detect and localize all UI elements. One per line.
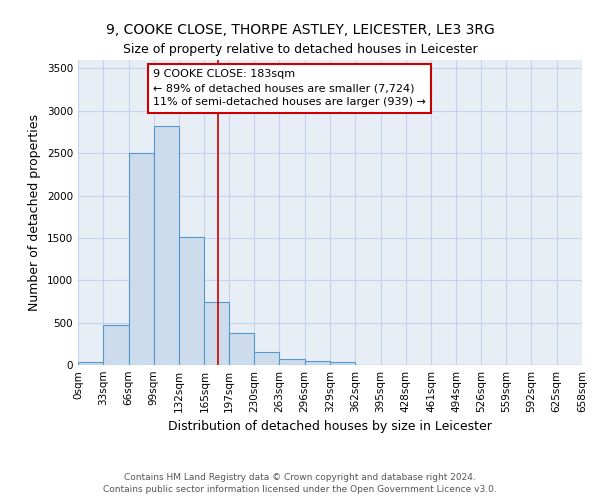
Bar	[78, 362, 103, 365]
Text: Contains public sector information licensed under the Open Government Licence v3: Contains public sector information licen…	[103, 485, 497, 494]
X-axis label: Distribution of detached houses by size in Leicester: Distribution of detached houses by size …	[168, 420, 492, 434]
Bar	[179, 237, 205, 365]
Bar	[254, 352, 280, 365]
Bar	[330, 362, 355, 365]
Bar	[205, 302, 229, 365]
Bar	[103, 325, 128, 365]
Bar	[154, 126, 179, 365]
Bar	[305, 361, 330, 365]
Text: 9, COOKE CLOSE, THORPE ASTLEY, LEICESTER, LE3 3RG: 9, COOKE CLOSE, THORPE ASTLEY, LEICESTER…	[106, 22, 494, 36]
Y-axis label: Number of detached properties: Number of detached properties	[28, 114, 41, 311]
Bar	[229, 333, 254, 365]
Bar	[280, 359, 305, 365]
Text: Size of property relative to detached houses in Leicester: Size of property relative to detached ho…	[122, 42, 478, 56]
Text: 9 COOKE CLOSE: 183sqm
← 89% of detached houses are smaller (7,724)
11% of semi-d: 9 COOKE CLOSE: 183sqm ← 89% of detached …	[153, 70, 426, 108]
Bar	[128, 153, 154, 365]
Text: Contains HM Land Registry data © Crown copyright and database right 2024.: Contains HM Land Registry data © Crown c…	[124, 472, 476, 482]
